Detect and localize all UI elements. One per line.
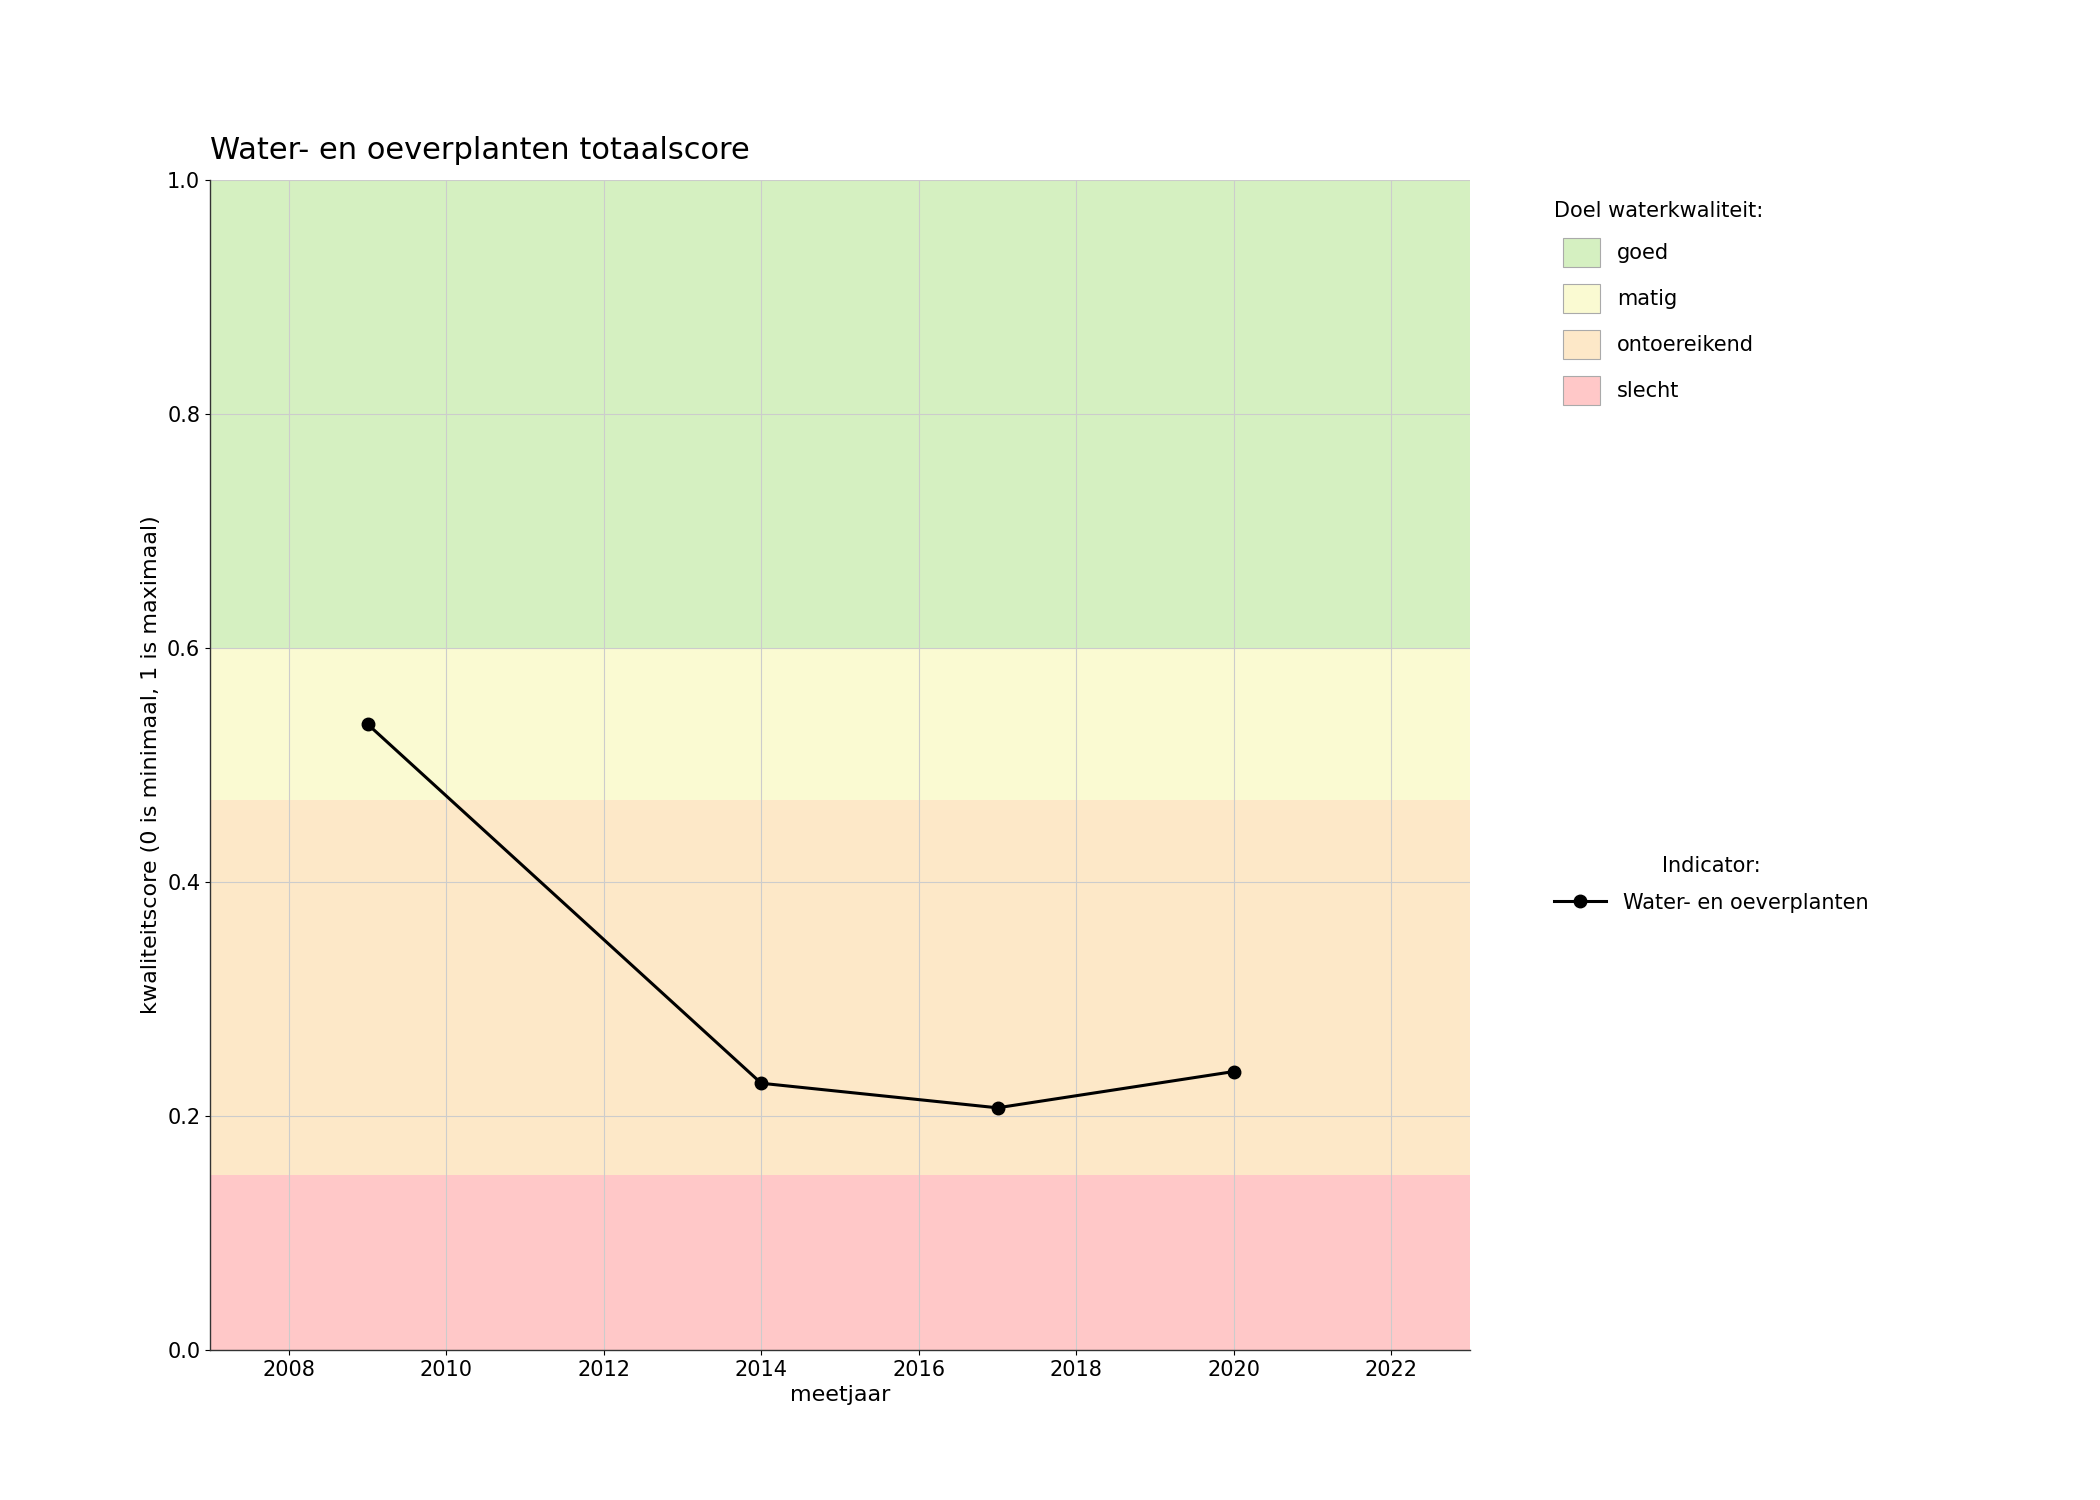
Bar bbox=[210, 1174, 1470, 1350]
Bar bbox=[210, 180, 1470, 648]
Y-axis label: kwaliteitscore (0 is minimaal, 1 is maximaal): kwaliteitscore (0 is minimaal, 1 is maxi… bbox=[141, 516, 162, 1014]
Legend: Water- en oeverplanten: Water- en oeverplanten bbox=[1544, 846, 1880, 922]
Bar bbox=[210, 648, 1470, 800]
Text: Water- en oeverplanten totaalscore: Water- en oeverplanten totaalscore bbox=[210, 136, 750, 165]
X-axis label: meetjaar: meetjaar bbox=[790, 1386, 890, 1406]
Bar bbox=[210, 800, 1470, 1174]
